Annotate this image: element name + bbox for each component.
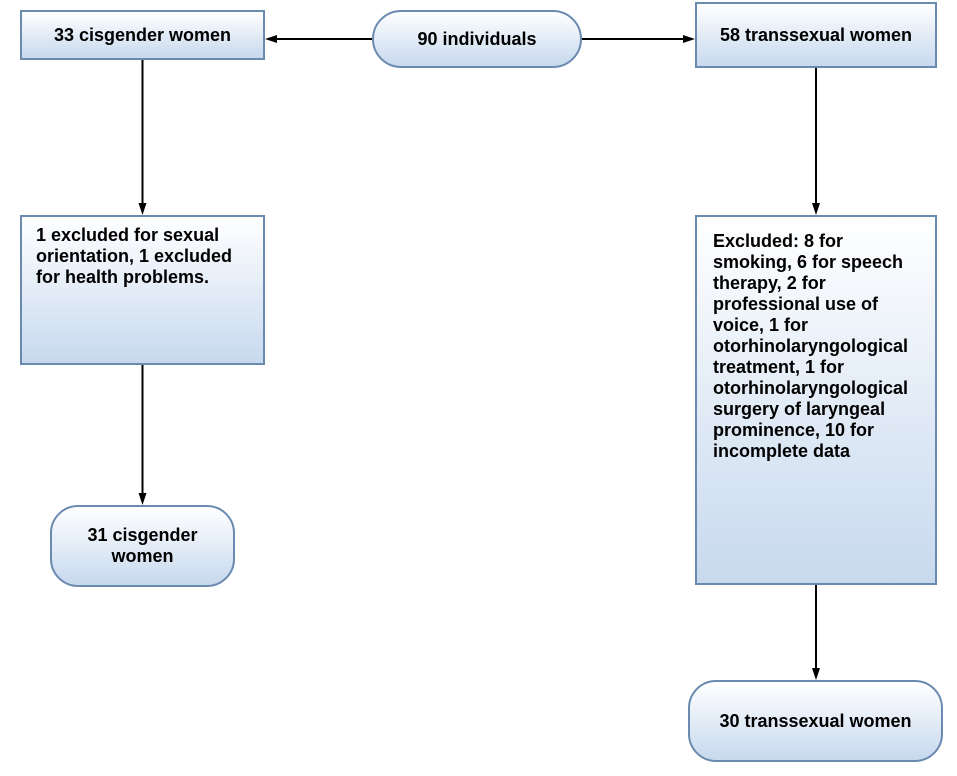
arrow-transExcl-to-trans30 — [0, 0, 957, 776]
